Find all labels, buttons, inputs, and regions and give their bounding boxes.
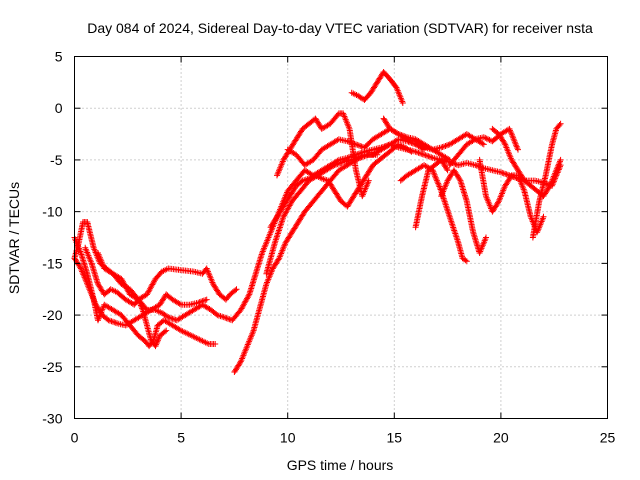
plot-frame [74,56,608,419]
series-sat-n [412,156,451,231]
y-tick-label: -15 [42,255,62,271]
series-sat-g [263,151,381,277]
y-tick-label: -25 [42,359,62,375]
y-tick-label: 5 [55,49,63,65]
y-axis-ticks: 5 0 -5 -10 -15 -20 -25 -30 [42,49,608,427]
series-sat-c [71,255,210,329]
grid-lines [74,56,608,419]
series-markers [263,151,381,277]
x-axis-title: GPS time / hours [287,457,394,473]
series-markers [348,69,406,106]
x-tick-label: 5 [177,430,185,446]
y-tick-label: -20 [42,307,62,323]
series-markers [95,250,240,303]
series-markers [82,244,170,350]
data-series-layer [71,69,564,375]
y-tick-label: 0 [55,100,63,116]
series-sat-d [82,244,170,350]
series-sat-o [438,167,489,256]
x-tick-label: 0 [71,430,79,446]
series-sat-e [95,250,240,303]
chart-title: Day 084 of 2024, Sidereal Day-to-day VTE… [87,20,593,36]
y-tick-label: -10 [42,204,62,220]
series-markers [380,115,487,153]
series-sat-s [529,120,564,241]
series-sat-k [348,69,406,106]
x-tick-label: 25 [600,430,616,446]
y-tick-label: -30 [42,411,62,427]
series-markers [529,120,564,241]
x-axis-ticks: 0 5 10 15 20 25 [71,56,616,446]
y-tick-label: -5 [50,152,63,168]
x-tick-label: 15 [387,430,403,446]
y-axis-title: SDTVAR / TECUs [6,182,22,294]
x-tick-label: 20 [493,430,509,446]
series-sat-l [380,115,487,153]
series-markers [412,156,451,231]
series-markers [438,167,489,256]
x-tick-label: 10 [280,430,296,446]
